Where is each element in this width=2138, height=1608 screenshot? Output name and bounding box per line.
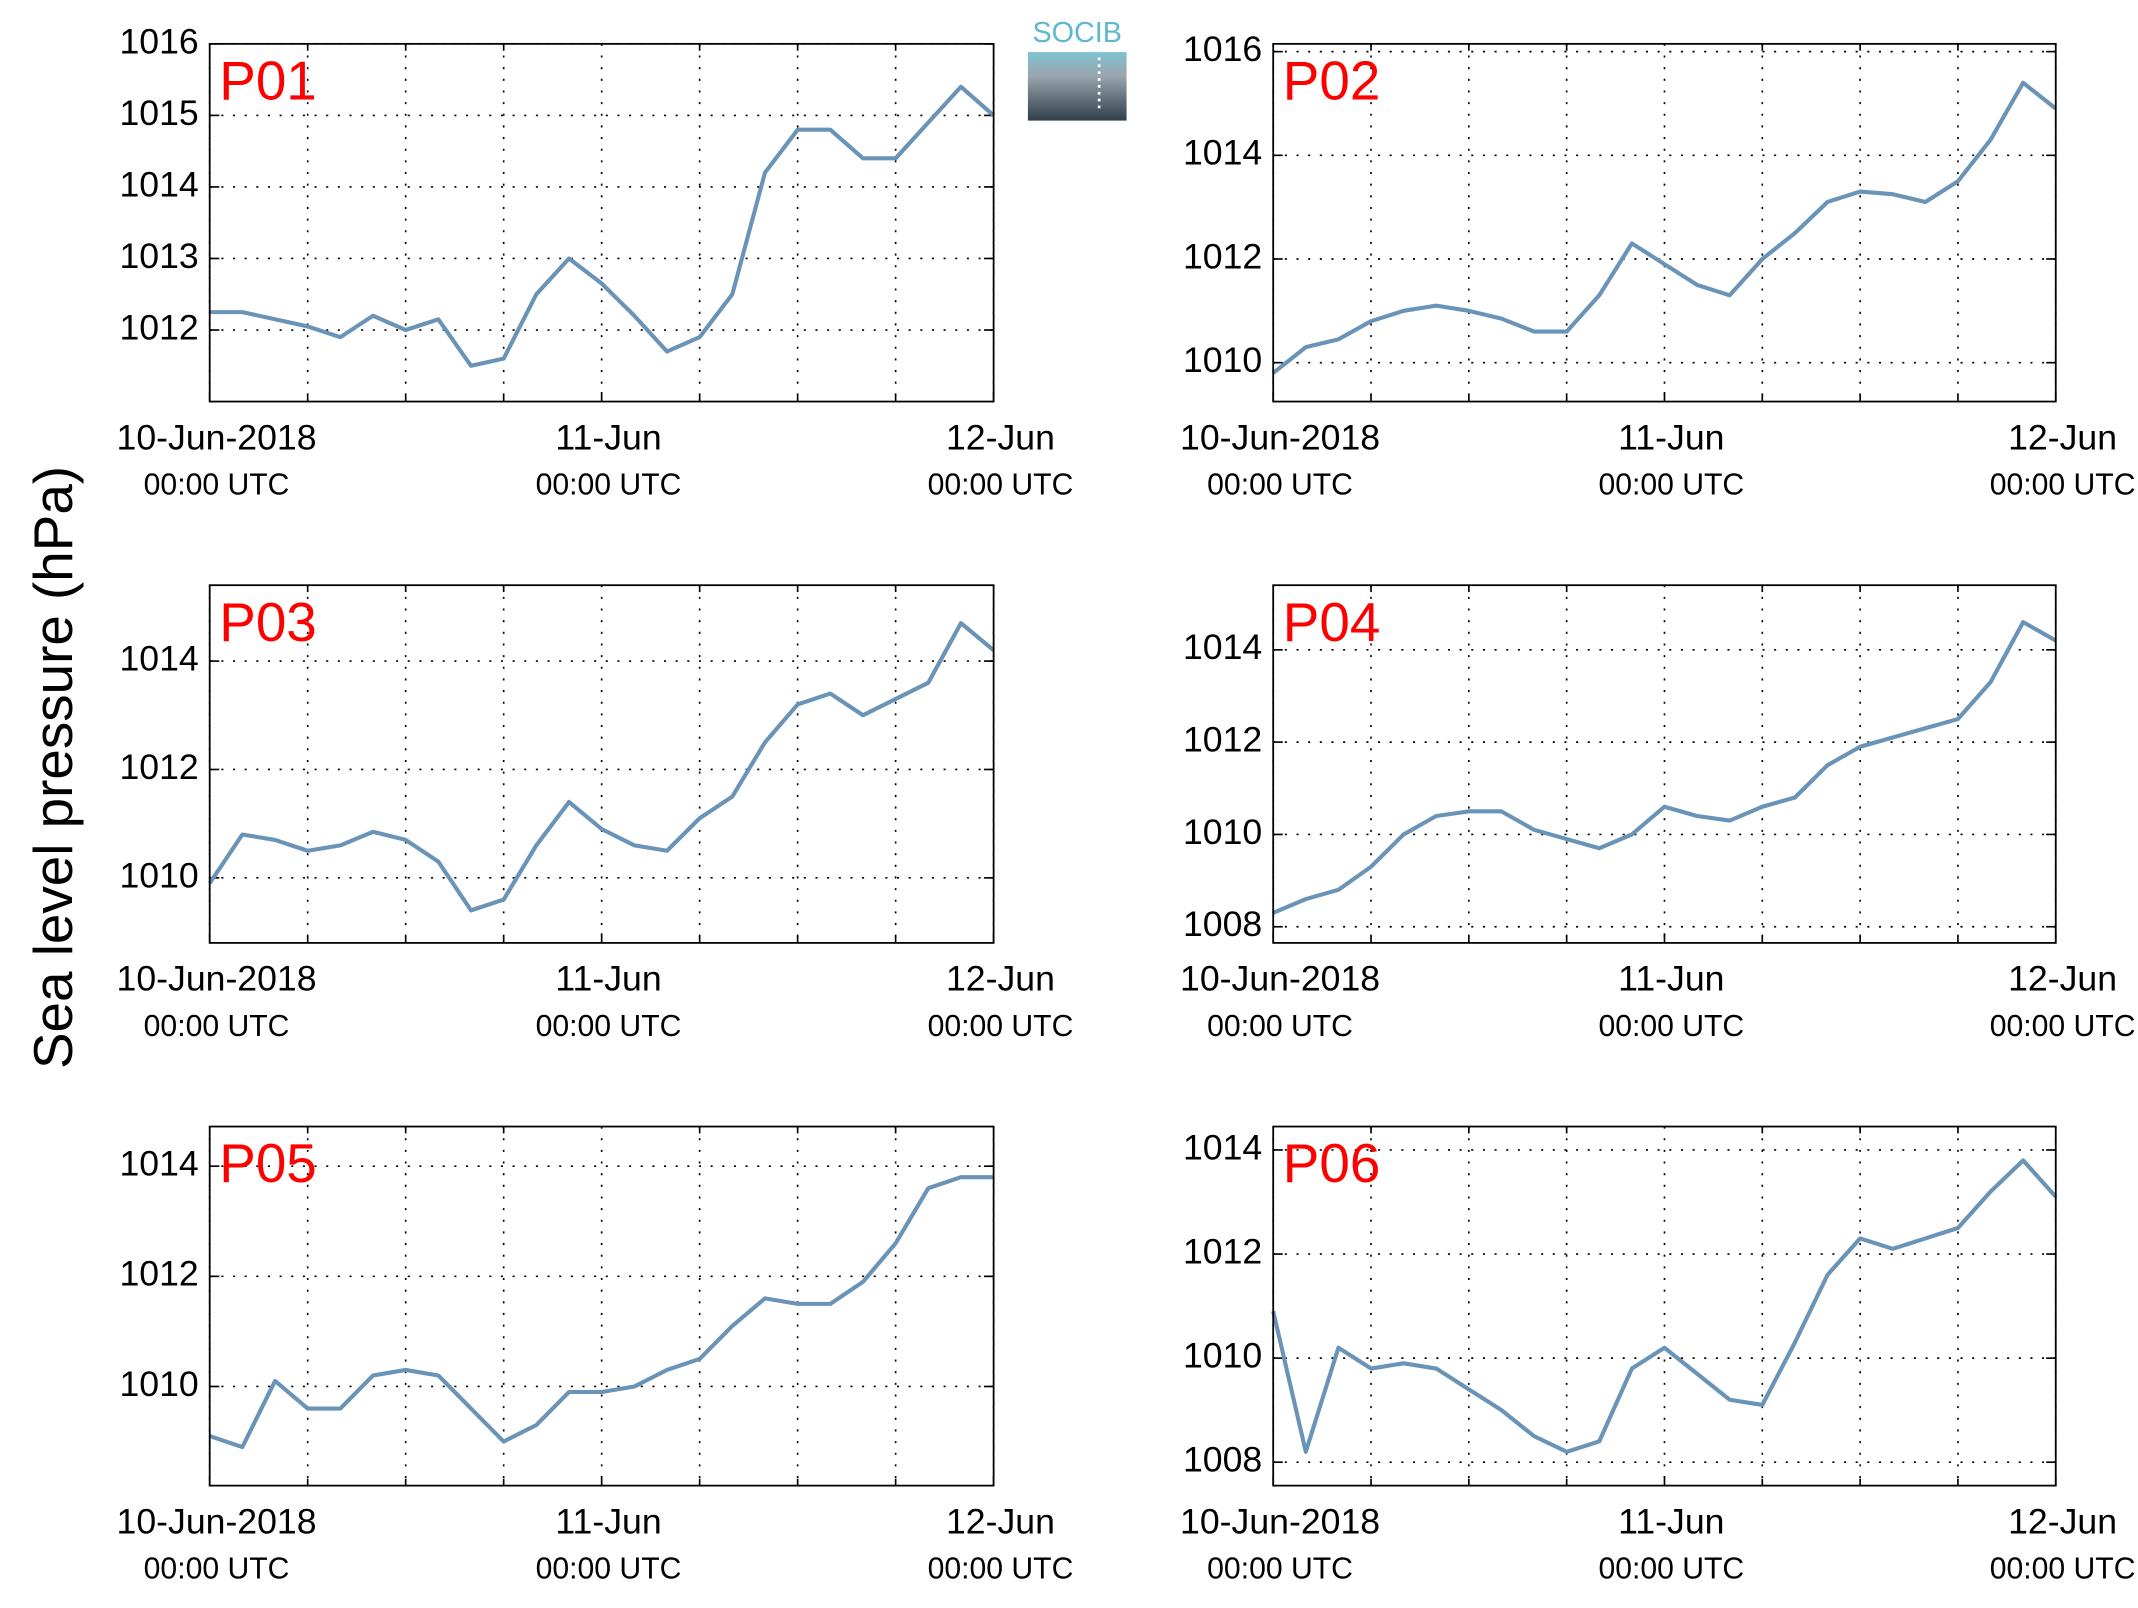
panel-label: P05 xyxy=(219,1132,316,1194)
x-tick-label: 12-Jun xyxy=(2008,417,2117,457)
x-tick-sublabel: 00:00 UTC xyxy=(144,1553,290,1586)
y-tick-label: 1014 xyxy=(1183,627,1262,667)
data-line xyxy=(1272,620,2057,915)
y-tick-label: 1013 xyxy=(119,236,198,276)
panel-label: P02 xyxy=(1283,49,1381,111)
x-tick-sublabel: 00:00 UTC xyxy=(1990,1010,2136,1043)
x-tick-sublabel: 00:00 UTC xyxy=(1990,468,2136,501)
plot-area xyxy=(1273,1126,2056,1486)
y-tick-label: 1010 xyxy=(1183,812,1262,852)
x-tick-sublabel: 00:00 UTC xyxy=(928,1553,1074,1586)
x-tick-label: 10-Jun-2018 xyxy=(1180,417,1380,457)
y-tick-label: 1016 xyxy=(1183,29,1262,69)
panel-label: P03 xyxy=(219,591,316,653)
y-tick-label: 1012 xyxy=(119,307,198,347)
x-tick-label: 12-Jun xyxy=(2008,1501,2117,1541)
y-tick-label: 1010 xyxy=(1183,1336,1262,1376)
y-tick-label: 1012 xyxy=(119,1254,198,1294)
y-tick-label: 1010 xyxy=(119,855,198,895)
data-line xyxy=(1271,1158,2058,1454)
x-tick-label: 10-Jun-2018 xyxy=(117,417,317,457)
y-axis-label: Sea level pressure (hPa) xyxy=(22,466,84,1069)
y-tick-label: 1012 xyxy=(1183,720,1262,760)
subplot: 1010 1012 1014 10-Jun-2018 00:00 UTC 11-Jun 00… xyxy=(117,1125,1074,1586)
x-tick-sublabel: 00:00 UTC xyxy=(536,1010,682,1043)
x-tick-label: 11-Jun xyxy=(1618,1501,1724,1541)
plot-frame xyxy=(1272,1125,2057,1487)
logo: SOCIB xyxy=(1027,17,1127,121)
plot-frame xyxy=(208,1125,995,1487)
data-line xyxy=(1271,80,2058,375)
y-tick-label: 1010 xyxy=(119,1364,198,1404)
x-tick-sublabel: 00:00 UTC xyxy=(1207,1010,1353,1043)
y-tick-label: 1015 xyxy=(119,93,198,133)
panel-label: P04 xyxy=(1283,591,1381,653)
panel-label: P06 xyxy=(1283,1132,1381,1194)
plot-area xyxy=(209,1126,994,1486)
y-tick-label: 1008 xyxy=(1183,904,1262,944)
x-tick-label: 11-Jun xyxy=(555,959,661,999)
subplot: 1008 1010 1012 1014 10-Jun-2018 00:00 UTC 11-J… xyxy=(1180,584,2136,1043)
plot-frame xyxy=(208,42,995,403)
plot-frame xyxy=(1272,42,2057,403)
y-tick-label: 1014 xyxy=(119,638,198,678)
subplot: 1012 1013 1014 1015 1016 10-Jun-2018 00:00 UTC… xyxy=(117,21,1074,501)
x-tick-label: 11-Jun xyxy=(555,1501,661,1541)
y-tick-label: 1012 xyxy=(119,747,198,787)
x-tick-sublabel: 00:00 UTC xyxy=(1598,1553,1744,1586)
x-tick-sublabel: 00:00 UTC xyxy=(928,468,1074,501)
x-tick-label: 11-Jun xyxy=(555,417,661,457)
y-tick-label: 1014 xyxy=(119,164,198,204)
y-tick-label: 1016 xyxy=(119,21,198,61)
logo-box xyxy=(1027,52,1127,121)
x-tick-sublabel: 00:00 UTC xyxy=(928,1010,1074,1043)
x-tick-sublabel: 00:00 UTC xyxy=(1598,1010,1744,1043)
subplot: 1010 1012 1014 10-Jun-2018 00:00 UTC 11-Jun 00… xyxy=(117,584,1074,1043)
x-tick-label: 10-Jun-2018 xyxy=(117,1501,317,1541)
data-line xyxy=(209,1175,994,1450)
x-tick-sublabel: 00:00 UTC xyxy=(536,1553,682,1586)
logo-text: SOCIB xyxy=(1032,17,1122,49)
x-tick-sublabel: 00:00 UTC xyxy=(536,468,682,501)
x-tick-label: 12-Jun xyxy=(946,1501,1055,1541)
x-tick-sublabel: 00:00 UTC xyxy=(1207,1553,1353,1586)
x-tick-sublabel: 00:00 UTC xyxy=(144,1010,290,1043)
x-tick-label: 10-Jun-2018 xyxy=(117,959,317,999)
subplot: 1010 1012 1014 1016 10-Jun-2018 00:00 UTC 11-J… xyxy=(1180,29,2135,501)
x-tick-label: 11-Jun xyxy=(1618,959,1724,999)
plot-frame xyxy=(1272,584,2057,944)
y-tick-label: 1014 xyxy=(119,1144,198,1184)
x-tick-label: 12-Jun xyxy=(2008,959,2117,999)
panel-label: P01 xyxy=(219,49,316,111)
subplot: 1008 1010 1012 1014 10-Jun-2018 00:00 UTC 11-J… xyxy=(1180,1125,2136,1586)
y-tick-label: 1012 xyxy=(1183,1231,1262,1271)
y-tick-label: 1010 xyxy=(1183,340,1262,380)
x-tick-label: 12-Jun xyxy=(946,959,1055,999)
plot-frame xyxy=(208,584,995,944)
x-tick-label: 11-Jun xyxy=(1618,417,1724,457)
x-tick-sublabel: 00:00 UTC xyxy=(1207,468,1353,501)
x-tick-sublabel: 00:00 UTC xyxy=(1598,468,1744,501)
y-tick-label: 1014 xyxy=(1183,133,1262,173)
x-tick-label: 10-Jun-2018 xyxy=(1180,1501,1380,1541)
y-tick-label: 1014 xyxy=(1183,1127,1262,1167)
data-line xyxy=(209,84,995,368)
x-tick-sublabel: 00:00 UTC xyxy=(144,468,290,501)
data-line xyxy=(207,621,995,913)
x-tick-label: 12-Jun xyxy=(946,417,1055,457)
x-tick-label: 10-Jun-2018 xyxy=(1180,959,1380,999)
y-tick-label: 1008 xyxy=(1183,1440,1262,1480)
x-tick-sublabel: 00:00 UTC xyxy=(1990,1553,2136,1586)
y-tick-label: 1012 xyxy=(1183,236,1262,276)
